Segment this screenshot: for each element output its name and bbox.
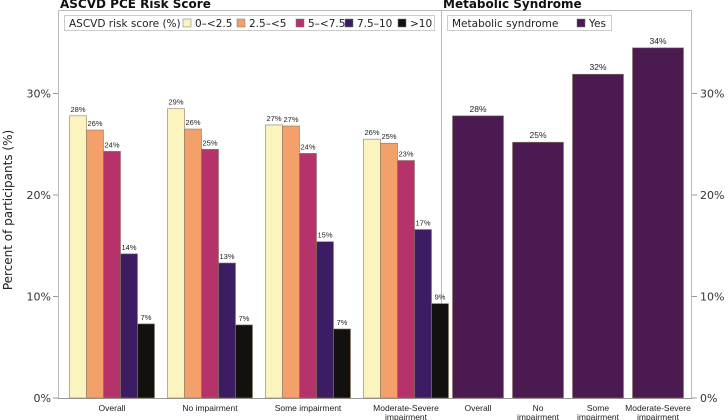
bar-data-label: 28% — [70, 105, 85, 114]
bar-data-label: 27% — [266, 114, 281, 123]
x-tick-label: impairment — [577, 412, 620, 420]
bar — [167, 108, 185, 399]
bar-data-label: 13% — [219, 252, 234, 261]
bar-data-label: 34% — [649, 36, 666, 46]
x-tick-label: Some impairment — [275, 403, 342, 413]
bar — [265, 124, 283, 399]
y-tick-label-right: 30% — [700, 88, 724, 101]
bar-data-label: 9% — [435, 293, 446, 302]
bar — [632, 47, 684, 399]
bar — [282, 125, 300, 399]
bar — [184, 128, 202, 399]
y-tick-label-left: 0% — [34, 392, 51, 405]
bar-data-label: 24% — [104, 140, 119, 149]
bar-data-label: 24% — [300, 142, 315, 151]
left-panel-title: ASCVD PCE Risk Score — [60, 0, 211, 11]
x-tick-label: Moderate-Severe — [625, 403, 691, 413]
bar — [572, 73, 624, 399]
bar — [235, 324, 253, 399]
bar — [316, 241, 334, 399]
x-tick-label: Overall — [99, 403, 126, 413]
legend-label: 0–<2.5 — [195, 18, 232, 30]
bar-data-label: 23% — [398, 149, 413, 158]
left-legend-title: ASCVD risk score (%) — [69, 18, 181, 30]
bar — [363, 138, 381, 399]
left-legend-box — [64, 15, 435, 31]
bar-data-label: 27% — [283, 115, 298, 124]
bar — [103, 151, 121, 399]
bar-data-label: 7% — [337, 318, 348, 327]
bar-data-label: 15% — [317, 231, 332, 240]
x-tick-label: Some — [587, 403, 609, 413]
bar-data-label: 25% — [529, 130, 546, 140]
y-axis-label: Percent of participants (%) — [1, 130, 15, 290]
y-tick-label-left: 20% — [27, 189, 51, 202]
bar — [201, 149, 219, 399]
legend-label: Yes — [588, 18, 606, 30]
x-tick-label: Overall — [465, 403, 492, 413]
legend-swatch — [344, 18, 354, 28]
y-tick-label-right: 10% — [700, 291, 724, 304]
legend-swatch — [397, 18, 407, 28]
bar-data-label: 25% — [381, 132, 396, 141]
bar — [452, 115, 504, 399]
right-legend-box — [447, 15, 612, 31]
bar-data-label: 17% — [415, 219, 430, 228]
bar — [380, 142, 398, 399]
bar — [414, 229, 432, 399]
bar — [137, 323, 155, 399]
bar-data-label: 26% — [185, 118, 200, 127]
x-tick-label: impairment — [517, 412, 560, 420]
legend-label: 7.5–10 — [357, 18, 392, 30]
bar-data-label: 7% — [141, 313, 152, 322]
bar-data-label: 26% — [87, 119, 102, 128]
bar — [512, 141, 564, 399]
legend-swatch — [182, 18, 192, 28]
legend-label: 2.5–<5 — [249, 18, 286, 30]
bar — [333, 328, 351, 399]
bar — [86, 129, 104, 399]
legend-swatch — [576, 18, 586, 28]
legend-swatch — [236, 18, 246, 28]
legend-label: >10 — [410, 18, 432, 30]
bar-data-label: 14% — [121, 243, 136, 252]
y-tick-label-right: 0% — [700, 392, 717, 405]
legend-swatch — [295, 18, 305, 28]
x-tick-label: impairment — [637, 412, 680, 420]
bar-data-label: 26% — [364, 128, 379, 137]
bar — [120, 253, 138, 399]
x-tick-label: Moderate-Severe — [373, 403, 439, 413]
right-panel-title: Metabolic Syndrome — [443, 0, 582, 11]
x-tick-label: No impairment — [182, 403, 238, 413]
bar-data-label: 28% — [469, 104, 486, 114]
right-legend-title: Metabolic syndrome — [452, 18, 558, 30]
bar-data-label: 25% — [202, 138, 217, 147]
y-tick-label-left: 10% — [27, 291, 51, 304]
bar-data-label: 7% — [239, 314, 250, 323]
bar — [397, 160, 415, 399]
x-tick-label: impairment — [385, 412, 428, 420]
bar-data-label: 32% — [589, 62, 606, 72]
bar — [431, 303, 449, 399]
bar — [299, 153, 317, 399]
bar — [69, 115, 87, 399]
bar-data-label: 29% — [168, 98, 183, 107]
x-tick-label: No — [533, 403, 544, 413]
bar — [218, 262, 236, 399]
legend-label: 5–<7.5 — [308, 18, 345, 30]
y-tick-label-right: 20% — [700, 189, 724, 202]
y-tick-label-left: 30% — [27, 88, 51, 101]
